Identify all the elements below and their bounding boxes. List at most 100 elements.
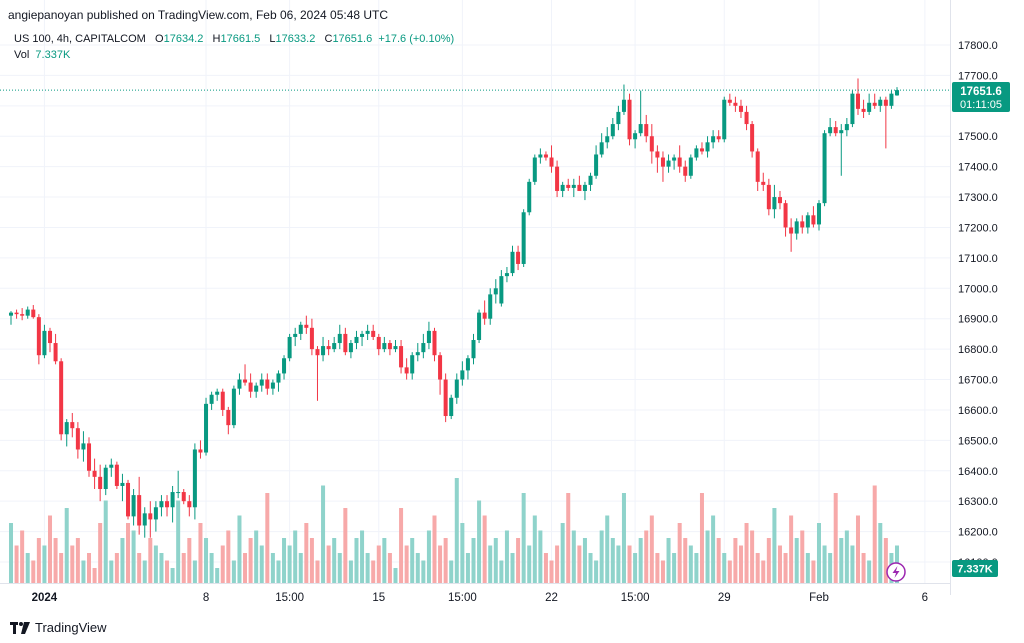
candle	[805, 212, 810, 234]
legend-h-label: H	[212, 33, 221, 45]
volume-bar	[332, 538, 337, 583]
candle	[705, 136, 710, 158]
candle	[722, 96, 727, 143]
candle	[594, 145, 599, 179]
candle	[438, 352, 443, 395]
volume-bar	[326, 545, 331, 583]
candle	[404, 358, 409, 380]
volume-bar	[187, 538, 192, 583]
volume-bar	[337, 553, 342, 583]
volume-bar	[432, 515, 437, 583]
candle	[627, 93, 632, 146]
candle	[165, 495, 170, 517]
volume-bar	[621, 493, 626, 583]
volume-bar	[415, 553, 420, 583]
legend-vol-label: Vol	[14, 49, 30, 61]
candle	[688, 154, 693, 179]
candle	[14, 309, 19, 319]
volume-bar	[867, 560, 872, 583]
candle	[376, 333, 381, 356]
candle	[727, 93, 732, 106]
time-tick-label: 2024	[32, 592, 58, 604]
price-tick-label: 16400.0	[958, 466, 998, 478]
volume-bar	[348, 560, 353, 583]
volume-bar	[176, 500, 181, 583]
volume-bar	[87, 553, 92, 583]
volume-bar	[794, 538, 799, 583]
volume-bar	[59, 553, 64, 583]
volume-bar	[42, 545, 47, 583]
volume-bar	[777, 545, 782, 583]
volume-bar	[109, 560, 114, 583]
candle	[666, 154, 671, 173]
candle	[159, 495, 164, 517]
volume-bar	[404, 545, 409, 583]
candle	[733, 96, 738, 112]
volume-bar	[566, 493, 571, 583]
candle	[209, 391, 214, 410]
time-axis[interactable]: 2024 8 15:00 15 15:00 22 15:00 29 Feb 6	[32, 592, 928, 604]
volume-bar	[399, 508, 404, 583]
volume-bar	[410, 538, 415, 583]
candle	[504, 267, 509, 283]
candle	[20, 308, 25, 321]
candle	[761, 172, 766, 191]
candle	[711, 130, 716, 149]
volume-bar	[315, 560, 320, 583]
candle	[371, 324, 376, 340]
volume-bar	[549, 560, 554, 583]
candle	[343, 327, 348, 356]
candle	[538, 148, 543, 164]
volume-bar	[387, 553, 392, 583]
candle	[872, 93, 877, 109]
volume-bar	[70, 545, 75, 583]
volume-bar	[755, 553, 760, 583]
candle	[126, 479, 131, 520]
volume-bar	[64, 508, 69, 583]
volume-bar	[504, 530, 509, 583]
candle	[220, 388, 225, 417]
candle	[304, 315, 309, 334]
candle	[616, 105, 621, 131]
candle	[844, 117, 849, 137]
candle	[694, 145, 699, 161]
price-tick-label: 17300.0	[958, 192, 998, 204]
candle	[103, 464, 108, 496]
candle	[293, 327, 298, 347]
tradingview-brand[interactable]: TradingView	[10, 620, 107, 635]
volume-bar	[460, 523, 465, 583]
volume-bar	[159, 553, 164, 583]
price-axis[interactable]: 17800.017700.017600.017500.017400.017300…	[958, 40, 998, 569]
volume-bar	[672, 553, 677, 583]
volume-bar	[371, 560, 376, 583]
candle	[259, 373, 264, 392]
candle	[816, 200, 821, 231]
candle	[672, 154, 677, 170]
candle	[410, 352, 415, 380]
volume-bar	[254, 530, 259, 583]
volume-bar	[521, 493, 526, 583]
volume-bar	[783, 553, 788, 583]
lightning-icon[interactable]	[886, 562, 906, 582]
volume-bar	[571, 530, 576, 583]
price-tick-label: 17700.0	[958, 70, 998, 82]
volume-bar	[8, 523, 14, 583]
volume-bar	[861, 553, 866, 583]
legend-symbol[interactable]: US 100, 4h, CAPITALCOM	[14, 33, 146, 45]
volume-bar	[365, 553, 370, 583]
candle	[477, 309, 482, 344]
volume-bar	[181, 553, 186, 583]
volume-bar	[421, 560, 426, 583]
volume-bar	[243, 553, 248, 583]
candle	[282, 355, 287, 380]
candle	[153, 501, 158, 532]
candle	[248, 373, 253, 398]
volume-bar	[666, 538, 671, 583]
volume-bar	[694, 553, 699, 583]
time-axis-border	[0, 583, 950, 584]
chart-grid	[0, 0, 950, 583]
candle	[560, 181, 565, 198]
candle	[148, 501, 153, 538]
volume-bar	[343, 508, 348, 583]
